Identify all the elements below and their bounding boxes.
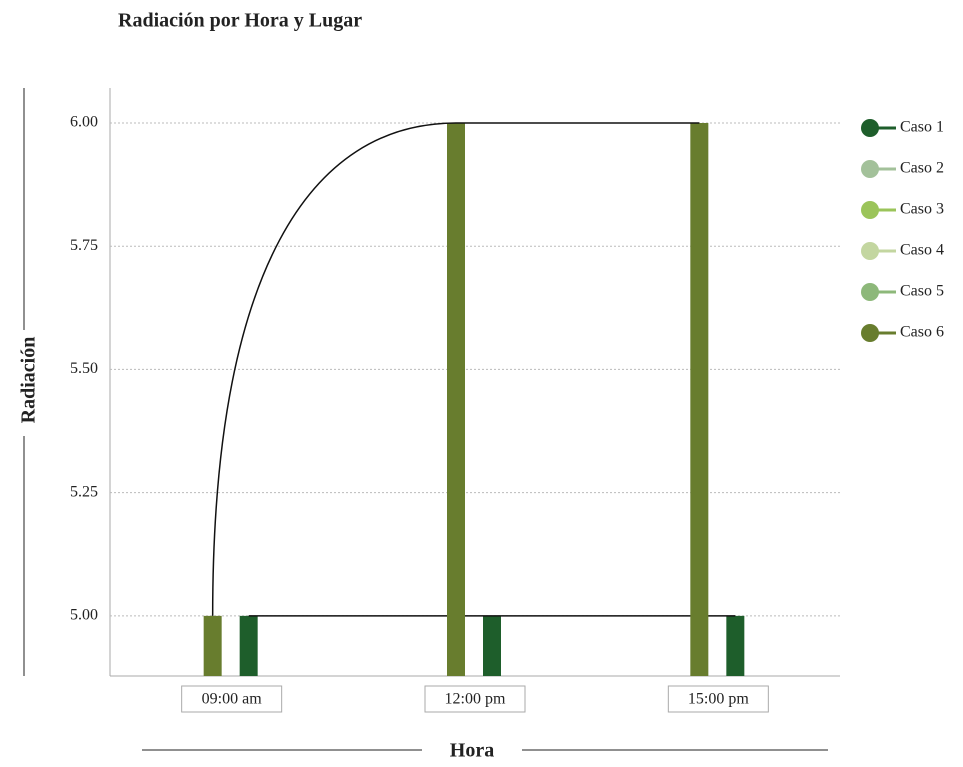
y-tick-label: 5.75 — [70, 237, 98, 254]
y-tick-label: 5.25 — [70, 483, 98, 500]
bar — [239, 615, 258, 676]
x-tick-box — [424, 685, 526, 713]
legend-label: Caso 6 — [900, 324, 944, 341]
bar — [447, 122, 465, 676]
x-tick-label: 15:00 pm — [688, 691, 749, 708]
bar — [203, 615, 222, 676]
legend-label: Caso 4 — [900, 242, 944, 259]
legend-label: Caso 2 — [900, 160, 944, 177]
legend-label: Caso 5 — [900, 283, 944, 300]
y-tick-label: 6.00 — [70, 114, 98, 131]
chart-title: Radiación por Hora y Lugar — [118, 10, 362, 32]
y-tick-label: 5.00 — [70, 607, 98, 624]
legend-label: Caso 3 — [900, 201, 944, 218]
bar — [483, 615, 501, 676]
legend-marker — [861, 324, 879, 342]
legend-marker — [861, 242, 879, 260]
legend-label: Caso 1 — [900, 119, 944, 136]
legend-marker — [861, 201, 879, 219]
x-tick-box — [667, 685, 769, 713]
legend-marker — [861, 160, 879, 178]
y-axis-title: Radiación — [18, 337, 40, 424]
x-axis-title: Hora — [450, 740, 494, 762]
legend-marker — [861, 283, 879, 301]
legend-marker — [861, 119, 879, 137]
bar — [726, 615, 745, 676]
series-line — [211, 122, 700, 616]
x-tick-box — [181, 685, 283, 713]
y-tick-label: 5.50 — [70, 360, 98, 377]
x-tick-label: 12:00 pm — [445, 691, 506, 708]
x-tick-label: 09:00 am — [202, 691, 263, 708]
bar — [690, 122, 709, 676]
